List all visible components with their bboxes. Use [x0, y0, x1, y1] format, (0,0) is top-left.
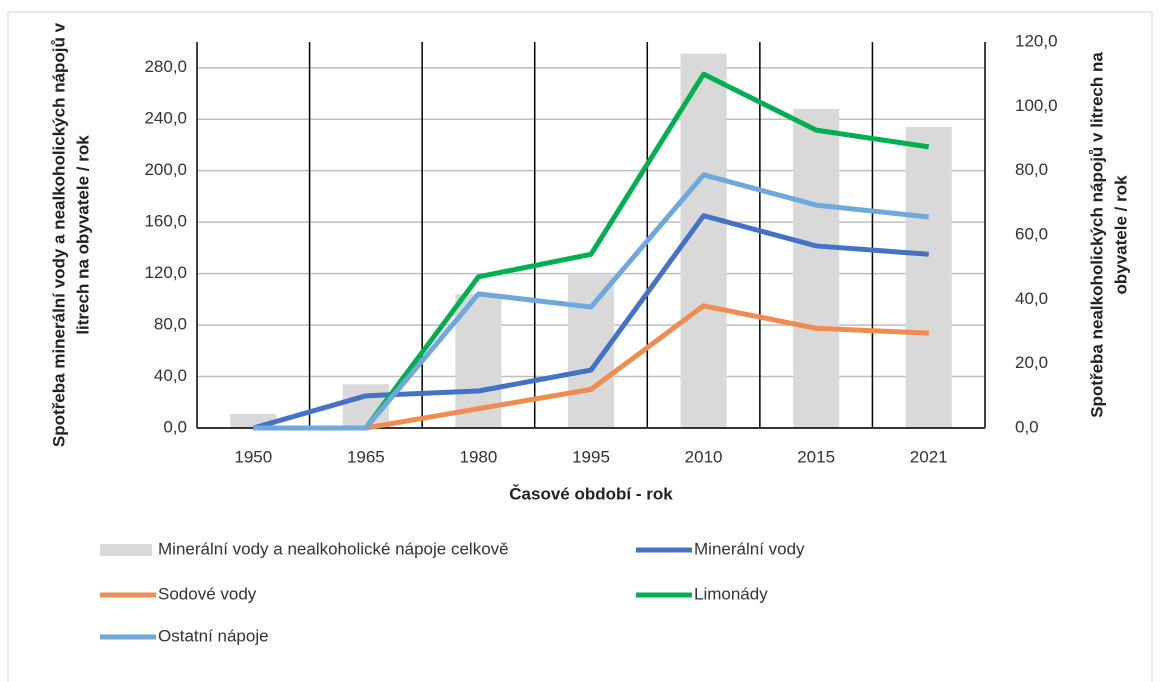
- y-tick-label: 40,0: [154, 366, 187, 385]
- y2-tick-label: 100,0: [1015, 96, 1058, 115]
- line-series: [252, 213, 929, 431]
- line-series: [253, 172, 929, 431]
- x-tick-label: 1950: [234, 447, 272, 466]
- y2-tick-label: 40,0: [1015, 289, 1048, 308]
- y-tick-label: 120,0: [144, 263, 187, 282]
- legend-label: Ostatní nápoje: [158, 626, 269, 645]
- y2-tick-label: 80,0: [1015, 160, 1048, 179]
- x-tick-label: 2021: [910, 447, 948, 466]
- y2-tick-label: 120,0: [1015, 31, 1058, 50]
- y2-axis-title: obyvatele / rok: [1111, 175, 1130, 295]
- legend-label: Minerální vody a nealkoholické nápoje ce…: [158, 539, 509, 558]
- x-tick-label: 1980: [460, 447, 498, 466]
- legend-label: Minerální vody: [694, 539, 805, 558]
- x-tick-label: 1965: [347, 447, 385, 466]
- x-tick-label: 2010: [685, 447, 723, 466]
- y-tick-label: 0,0: [163, 417, 187, 436]
- y2-tick-label: 20,0: [1015, 353, 1048, 372]
- x-axis-title: Časové období - rok: [509, 484, 673, 503]
- y-tick-label: 280,0: [144, 57, 187, 76]
- y-axis-title: litrech na obyvatele / rok: [73, 135, 92, 335]
- y2-tick-label: 60,0: [1015, 224, 1048, 243]
- y-tick-label: 200,0: [144, 160, 187, 179]
- bar: [793, 108, 840, 428]
- legend-swatch: [100, 544, 152, 556]
- y-axis-title: Spotřeba minerální vody a nealkoholickýc…: [49, 22, 68, 447]
- y2-tick-label: 0,0: [1015, 417, 1039, 436]
- y-tick-label: 80,0: [154, 315, 187, 334]
- bar: [905, 126, 952, 429]
- y2-axis-title: Spotřeba nealkoholických nápojů v litrec…: [1087, 52, 1106, 418]
- x-tick-label: 2015: [797, 447, 835, 466]
- legend-label: Sodové vody: [158, 584, 257, 603]
- legend-label: Limonády: [694, 584, 768, 603]
- y-tick-label: 160,0: [144, 212, 187, 231]
- y-tick-label: 240,0: [144, 109, 187, 128]
- x-tick-label: 1995: [572, 447, 610, 466]
